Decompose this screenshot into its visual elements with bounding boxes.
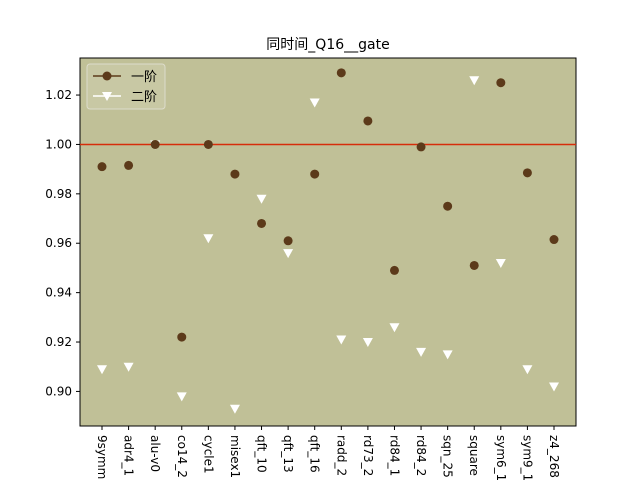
y-tick-label: 0.96 (45, 236, 72, 250)
legend-label: 二阶 (131, 90, 157, 105)
x-tick-label: qft_10 (255, 435, 269, 473)
point-series2 (522, 365, 533, 375)
point-series1 (310, 169, 320, 179)
point-series1 (549, 235, 559, 245)
legend-label: 一阶 (131, 70, 157, 85)
x-tick-label: rd84_1 (387, 435, 401, 476)
x-tick-label: sym9_1 (520, 435, 534, 480)
chart-title: 同时间_Q16__gate (266, 37, 389, 53)
y-tick-label: 1.02 (45, 88, 72, 102)
point-series1 (124, 160, 134, 170)
y-tick-label: 0.92 (45, 335, 72, 349)
x-tick-label: co14_2 (175, 435, 189, 478)
y-tick-label: 0.90 (45, 384, 72, 398)
point-series2 (389, 323, 400, 333)
point-series1 (150, 139, 160, 149)
point-series2 (362, 338, 373, 348)
point-series1 (203, 139, 213, 149)
point-series1 (257, 218, 267, 228)
point-series1 (443, 201, 453, 211)
point-series2 (256, 194, 267, 204)
y-axis: 0.90 0.92 0.94 0.96 0.98 1.00 1.02 (45, 88, 80, 398)
point-series2 (123, 362, 134, 372)
point-series1 (336, 68, 346, 78)
x-axis: 9symml adr4_1 alu-v0 co14_2 cycle1 misex1 qft_… (95, 426, 561, 480)
plot-area (79, 57, 577, 427)
point-series2 (97, 365, 107, 375)
x-tick-label: 9symml (95, 435, 109, 480)
x-tick-label: sym6_1 (494, 435, 508, 480)
point-series1 (177, 332, 187, 342)
point-series1 (522, 168, 532, 178)
x-tick-label: misex1 (228, 435, 242, 478)
x-tick-label: z4_268 (547, 435, 561, 478)
x-tick-label: cycle1 (201, 435, 215, 474)
x-tick-label: rd84_2 (414, 435, 428, 476)
x-tick-label: sqn_25 (441, 435, 455, 478)
point-series1 (389, 265, 399, 275)
point-series1 (496, 78, 506, 88)
series-markers (97, 68, 559, 414)
y-tick-label: 0.94 (45, 286, 72, 300)
point-series2 (469, 76, 480, 86)
point-series1 (363, 116, 373, 126)
point-series2 (495, 258, 506, 268)
x-tick-label: alu-v0 (148, 435, 162, 472)
legend-marker (102, 71, 112, 81)
legend-marker (102, 92, 112, 101)
point-series1 (230, 169, 240, 179)
point-series2 (442, 350, 453, 360)
x-tick-label: square (467, 435, 481, 476)
x-tick-label: qft_16 (308, 435, 322, 473)
point-series2 (309, 98, 320, 108)
point-series2 (336, 335, 347, 345)
point-series2 (176, 392, 187, 402)
point-series1 (97, 162, 107, 172)
x-tick-label: adr4_1 (122, 435, 136, 476)
point-series1 (283, 236, 293, 246)
x-tick-label: rd73_2 (361, 435, 375, 476)
x-tick-label: radd_2 (334, 435, 348, 476)
y-tick-label: 0.98 (45, 187, 72, 201)
point-series2 (203, 234, 214, 244)
point-series2 (416, 347, 427, 357)
point-series2 (549, 382, 559, 392)
point-series1 (469, 260, 479, 270)
point-series2 (229, 404, 240, 414)
x-tick-label: qft_13 (281, 435, 295, 473)
point-series2 (283, 249, 294, 259)
y-tick-label: 1.00 (45, 137, 72, 151)
point-series1 (416, 142, 426, 152)
